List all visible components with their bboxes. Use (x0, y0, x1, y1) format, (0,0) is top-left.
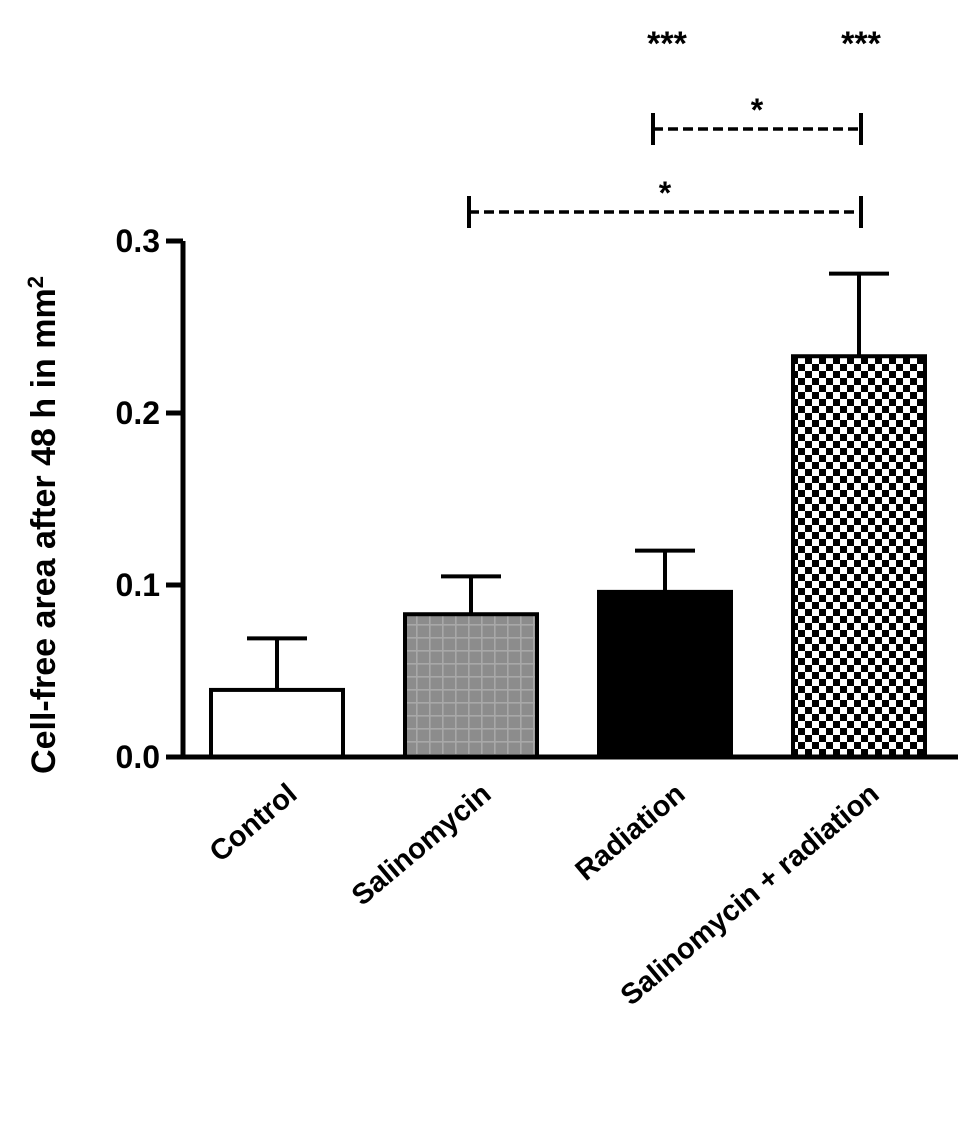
bar-1 (209, 687, 345, 759)
y-axis-title-superscript: 2 (23, 276, 48, 288)
bracket-label-1: * (751, 92, 764, 128)
y-tick-label-3: 0.3 (116, 223, 160, 259)
annotations-group: *** ***** (467, 25, 882, 228)
bar-3 (597, 589, 733, 759)
bar-2 (403, 612, 539, 759)
significance-stars-1: *** (647, 25, 687, 63)
bracket-label-2: * (659, 175, 672, 211)
axes-group: 0.0 0.1 0.2 0.3 (116, 223, 958, 775)
y-axis-title: Cell-free area after 48 h in mm2 (23, 276, 64, 774)
bar-4 (791, 354, 927, 759)
y-tick-label-2: 0.2 (116, 395, 160, 431)
category-label-1: Control (204, 778, 304, 869)
y-axis-title-text: Cell-free area after 48 h in mm (25, 288, 63, 774)
y-tick-label-1: 0.1 (116, 567, 160, 603)
category-label-3: Radiation (570, 778, 692, 887)
category-label-2: Salinomycin (346, 778, 497, 912)
bars-group (209, 271, 927, 759)
significance-stars-2: *** (841, 25, 881, 63)
y-tick-label-0: 0.0 (116, 739, 160, 775)
